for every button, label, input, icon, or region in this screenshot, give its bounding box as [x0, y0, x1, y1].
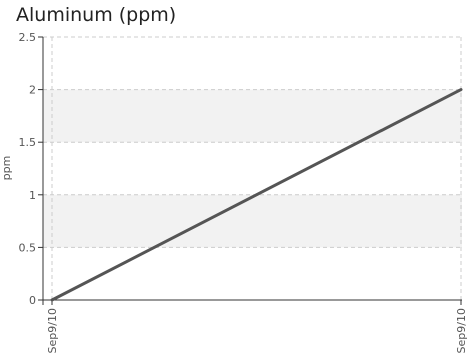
series-line [50, 88, 463, 302]
y-tick-label: 2.5 [19, 31, 37, 44]
x-tick-labels: Sep9/10 Sep9/10 [46, 308, 468, 353]
alternating-bands [43, 89, 462, 248]
y-tick-label: 0 [29, 294, 36, 307]
chart-title: Aluminum (ppm) [16, 4, 177, 26]
y-tick-labels: 0 0.5 1 1.5 2 2.5 [19, 31, 37, 307]
grid-band [43, 194, 462, 248]
y-tick-label: 1.5 [19, 136, 37, 149]
x-tick-label: Sep9/10 [455, 308, 468, 353]
y-tick-label: 1 [29, 189, 36, 202]
x-tick-label: Sep9/10 [46, 308, 59, 353]
y-axis-label: ppm [0, 156, 13, 181]
grid-band [43, 89, 462, 143]
series-lines [50, 88, 463, 302]
gridlines [43, 36, 462, 300]
y-tick-label: 2 [29, 84, 36, 97]
axes [38, 36, 462, 305]
y-tick-label: 0.5 [19, 241, 37, 254]
